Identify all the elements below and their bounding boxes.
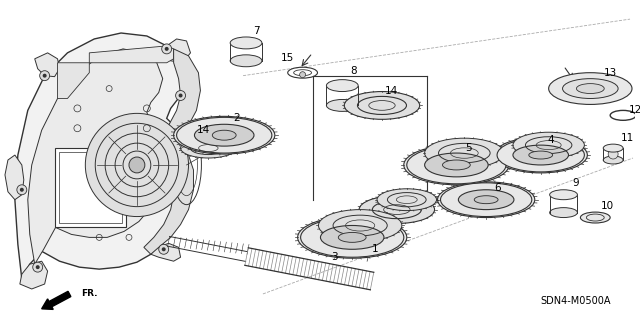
Ellipse shape (359, 196, 435, 223)
Text: 1: 1 (372, 244, 378, 254)
Circle shape (33, 262, 43, 272)
Text: 12: 12 (628, 105, 640, 116)
Circle shape (300, 72, 305, 78)
Ellipse shape (230, 37, 262, 49)
Circle shape (162, 247, 166, 251)
Circle shape (179, 93, 182, 98)
Ellipse shape (407, 146, 506, 184)
Ellipse shape (550, 190, 577, 200)
Ellipse shape (438, 182, 535, 218)
Circle shape (608, 149, 618, 159)
Ellipse shape (298, 217, 407, 258)
Text: FR.: FR. (81, 290, 98, 299)
Ellipse shape (563, 79, 618, 99)
Ellipse shape (230, 55, 262, 67)
Ellipse shape (129, 157, 145, 173)
Text: 3: 3 (331, 252, 338, 262)
Text: 15: 15 (281, 53, 294, 63)
Ellipse shape (513, 132, 584, 158)
Ellipse shape (497, 138, 584, 172)
Ellipse shape (550, 208, 577, 218)
Ellipse shape (344, 92, 420, 119)
Ellipse shape (424, 138, 504, 168)
Polygon shape (20, 261, 47, 289)
Ellipse shape (440, 183, 532, 217)
Text: 4: 4 (547, 135, 554, 145)
Circle shape (43, 74, 47, 78)
FancyArrow shape (42, 291, 71, 309)
Ellipse shape (319, 210, 402, 241)
Ellipse shape (85, 113, 189, 217)
Text: 6: 6 (495, 183, 501, 193)
Ellipse shape (173, 116, 275, 154)
Circle shape (159, 244, 169, 254)
Polygon shape (28, 49, 164, 264)
Polygon shape (15, 33, 189, 279)
Text: SDN4-M0500A: SDN4-M0500A (540, 296, 611, 306)
Ellipse shape (458, 190, 514, 210)
Text: 13: 13 (604, 68, 617, 78)
Polygon shape (144, 49, 200, 254)
Ellipse shape (548, 73, 632, 104)
Circle shape (36, 265, 40, 269)
Text: 7: 7 (253, 26, 259, 36)
Ellipse shape (339, 232, 366, 242)
Polygon shape (90, 46, 173, 63)
Ellipse shape (212, 130, 236, 140)
Text: 14: 14 (385, 85, 399, 96)
Text: 5: 5 (465, 143, 472, 153)
Ellipse shape (326, 100, 358, 111)
Ellipse shape (180, 138, 236, 158)
Text: 8: 8 (350, 66, 356, 76)
Ellipse shape (513, 145, 568, 165)
Text: 2: 2 (233, 113, 239, 123)
Ellipse shape (604, 144, 623, 152)
Ellipse shape (424, 153, 488, 177)
Polygon shape (35, 53, 60, 77)
Text: 14: 14 (196, 125, 210, 135)
Text: 10: 10 (600, 201, 614, 211)
Circle shape (17, 185, 27, 195)
Ellipse shape (404, 145, 509, 185)
Circle shape (175, 91, 186, 100)
Ellipse shape (442, 160, 470, 170)
Ellipse shape (604, 156, 623, 164)
Text: 9: 9 (572, 178, 579, 188)
Ellipse shape (301, 218, 404, 257)
Ellipse shape (95, 123, 179, 207)
Polygon shape (151, 243, 180, 261)
Polygon shape (5, 155, 24, 200)
Ellipse shape (195, 124, 254, 146)
Bar (54, 148, 126, 228)
Circle shape (162, 44, 172, 54)
Ellipse shape (177, 117, 272, 153)
Ellipse shape (326, 80, 358, 92)
Ellipse shape (474, 196, 498, 204)
Ellipse shape (494, 137, 588, 173)
Ellipse shape (105, 133, 169, 197)
Text: 11: 11 (620, 133, 634, 143)
Circle shape (20, 188, 24, 192)
Circle shape (164, 47, 169, 51)
Polygon shape (58, 63, 90, 99)
Ellipse shape (377, 189, 436, 211)
Ellipse shape (577, 84, 604, 93)
Ellipse shape (321, 226, 384, 249)
Bar (58, 152, 122, 223)
Ellipse shape (580, 212, 610, 223)
Circle shape (40, 71, 50, 81)
Polygon shape (164, 39, 191, 63)
Ellipse shape (529, 151, 552, 159)
